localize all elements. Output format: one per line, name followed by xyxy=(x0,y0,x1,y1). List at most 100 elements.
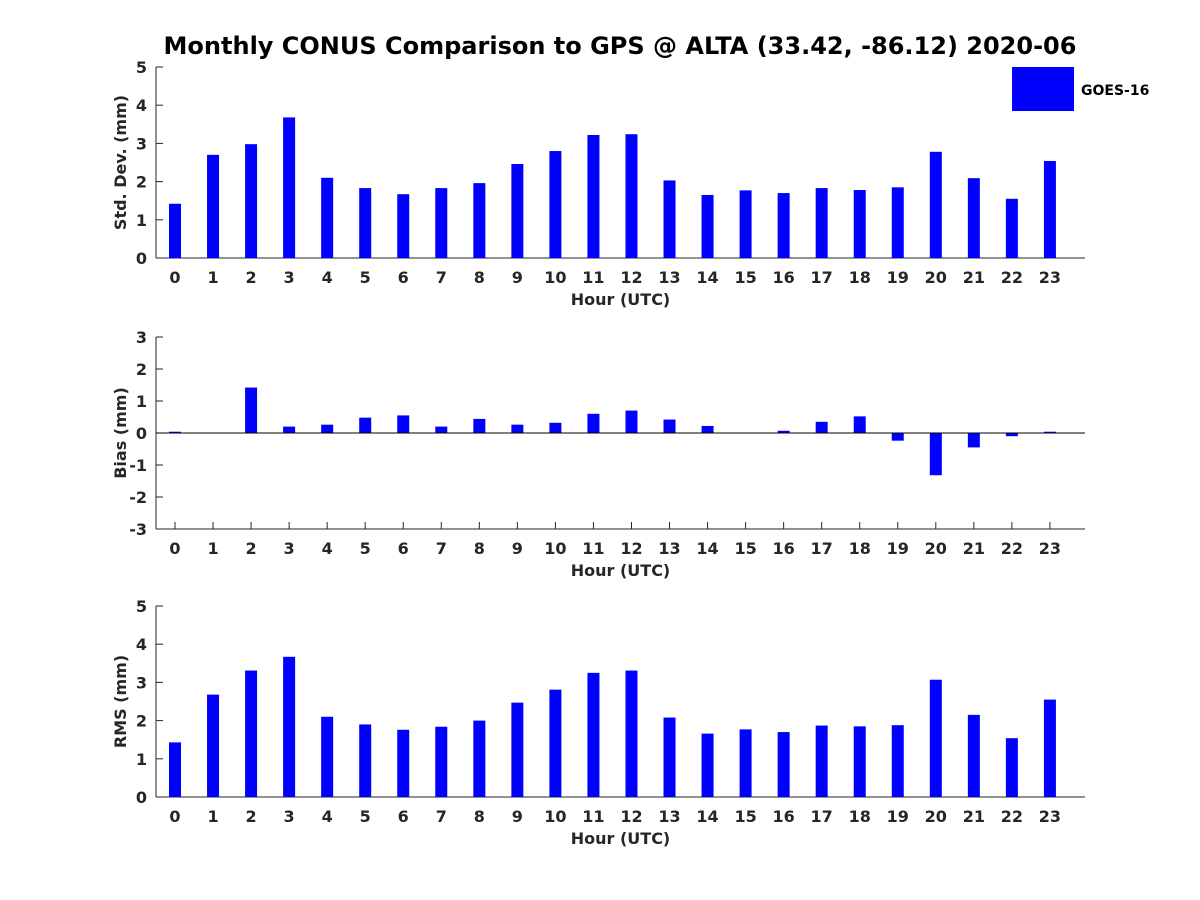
bar-rms-hour-13 xyxy=(663,717,676,797)
bar-rms-hour-16 xyxy=(777,732,790,797)
x-tick-label: 22 xyxy=(1001,539,1023,558)
x-tick-label: 9 xyxy=(512,268,523,287)
bar-rms-hour-1 xyxy=(207,694,220,797)
bar-std-hour-15 xyxy=(739,190,752,258)
y-axis-label: Std. Dev. (mm) xyxy=(111,95,130,230)
bar-std-hour-9 xyxy=(511,164,524,258)
x-tick-label: 23 xyxy=(1039,807,1061,826)
bar-rms-hour-17 xyxy=(815,725,828,797)
x-tick-label: 12 xyxy=(620,268,642,287)
x-tick-label: 20 xyxy=(925,539,947,558)
x-tick-label: 11 xyxy=(582,539,604,558)
bar-bias-hour-18 xyxy=(853,416,866,433)
x-tick-label: 19 xyxy=(887,539,909,558)
y-tick-label: 0 xyxy=(136,249,147,268)
y-axis-label: RMS (mm) xyxy=(111,655,130,748)
x-tick-label: 9 xyxy=(512,539,523,558)
bar-bias-hour-17 xyxy=(815,421,828,433)
bar-rms-hour-4 xyxy=(321,716,334,797)
x-tick-label: 3 xyxy=(284,807,295,826)
bar-bias-hour-12 xyxy=(625,410,638,433)
x-tick-label: 13 xyxy=(658,807,680,826)
x-tick-label: 7 xyxy=(436,268,447,287)
legend-swatch xyxy=(1012,67,1074,111)
bar-std-hour-19 xyxy=(891,187,904,258)
y-tick-label: -2 xyxy=(129,488,147,507)
legend-label: GOES-16 xyxy=(1081,83,1149,99)
chart-title: Monthly CONUS Comparison to GPS @ ALTA (… xyxy=(164,32,1077,60)
bar-rms-hour-0 xyxy=(169,742,181,797)
x-tick-label: 10 xyxy=(544,807,566,826)
x-tick-label: 6 xyxy=(398,807,409,826)
x-tick-label: 15 xyxy=(734,539,756,558)
x-tick-label: 17 xyxy=(811,807,833,826)
x-tick-label: 21 xyxy=(963,268,985,287)
bar-std-hour-13 xyxy=(663,180,676,258)
bar-bias-hour-11 xyxy=(587,413,600,433)
bar-rms-hour-2 xyxy=(245,670,258,797)
y-tick-label: 4 xyxy=(136,635,147,654)
bar-rms-hour-20 xyxy=(929,679,942,797)
bar-std-hour-11 xyxy=(587,134,600,258)
x-tick-label: 6 xyxy=(398,539,409,558)
bar-bias-hour-5 xyxy=(359,417,372,433)
bar-rms-hour-21 xyxy=(967,714,980,797)
bar-std-hour-22 xyxy=(1005,198,1018,258)
x-tick-label: 8 xyxy=(474,268,485,287)
bar-bias-hour-13 xyxy=(663,419,676,433)
y-tick-label: 1 xyxy=(136,211,147,230)
bar-bias-hour-6 xyxy=(397,415,410,433)
x-tick-label: 7 xyxy=(436,539,447,558)
y-tick-label: 1 xyxy=(136,392,147,411)
x-tick-label: 14 xyxy=(696,539,718,558)
x-axis-label: Hour (UTC) xyxy=(571,561,671,580)
y-tick-label: 0 xyxy=(136,424,147,443)
x-tick-label: 6 xyxy=(398,268,409,287)
x-tick-label: 1 xyxy=(207,268,218,287)
x-tick-label: 2 xyxy=(246,539,257,558)
x-tick-label: 14 xyxy=(696,807,718,826)
y-tick-label: 2 xyxy=(136,173,147,192)
y-tick-label: -1 xyxy=(129,456,147,475)
x-tick-label: 4 xyxy=(322,807,333,826)
x-tick-label: 12 xyxy=(620,539,642,558)
bar-std-hour-18 xyxy=(853,190,866,258)
x-tick-label: 22 xyxy=(1001,807,1023,826)
x-tick-label: 22 xyxy=(1001,268,1023,287)
x-tick-label: 5 xyxy=(360,539,371,558)
x-tick-label: 4 xyxy=(322,268,333,287)
bar-bias-hour-16 xyxy=(777,430,790,433)
bar-std-hour-1 xyxy=(207,154,220,258)
x-tick-label: 8 xyxy=(474,539,485,558)
x-tick-label: 10 xyxy=(544,268,566,287)
y-tick-label: 3 xyxy=(136,673,147,692)
x-tick-label: 13 xyxy=(658,539,680,558)
x-tick-label: 3 xyxy=(284,268,295,287)
x-tick-label: 20 xyxy=(925,268,947,287)
y-axis-label: Bias (mm) xyxy=(111,387,130,479)
bar-std-hour-3 xyxy=(283,117,296,258)
bar-bias-hour-20 xyxy=(929,433,942,476)
bar-bias-hour-14 xyxy=(701,425,714,433)
bar-rms-hour-5 xyxy=(359,724,372,797)
bar-bias-hour-4 xyxy=(321,424,334,433)
y-tick-label: 0 xyxy=(136,788,147,807)
bar-std-hour-21 xyxy=(967,178,980,258)
x-tick-label: 20 xyxy=(925,807,947,826)
bar-rms-hour-18 xyxy=(853,726,866,797)
bar-std-hour-0 xyxy=(169,203,181,258)
x-axis-label: Hour (UTC) xyxy=(571,829,671,848)
x-tick-label: 11 xyxy=(582,807,604,826)
bar-std-hour-2 xyxy=(245,144,258,258)
x-tick-label: 21 xyxy=(963,539,985,558)
x-tick-label: 4 xyxy=(322,539,333,558)
bar-std-hour-4 xyxy=(321,177,334,258)
bar-bias-hour-9 xyxy=(511,424,524,433)
y-tick-label: 5 xyxy=(136,597,147,616)
x-tick-label: 2 xyxy=(246,268,257,287)
x-tick-label: 11 xyxy=(582,268,604,287)
bar-std-hour-23 xyxy=(1043,160,1056,258)
bar-bias-hour-21 xyxy=(967,433,980,448)
